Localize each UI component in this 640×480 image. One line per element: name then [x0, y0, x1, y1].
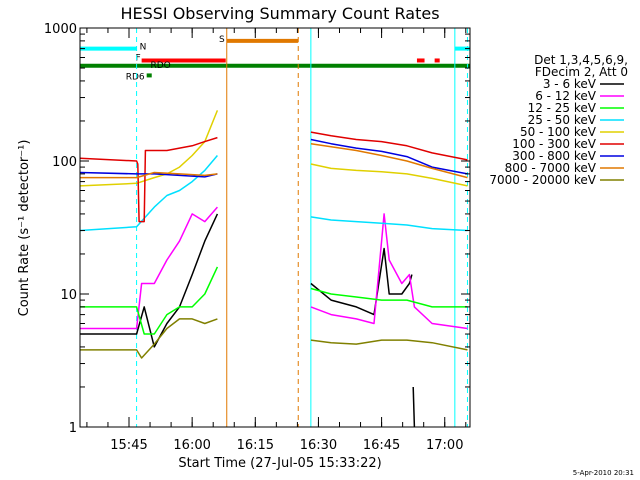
- date-stamp: 5-Apr-2010 20:31: [573, 469, 634, 477]
- state-bars: NF S RD6 RDO: [80, 35, 470, 82]
- plot-frame: [79, 27, 471, 428]
- series-line: [79, 110, 219, 187]
- x-tick-label: 15:45: [110, 438, 147, 453]
- x-tick-label: 16:30: [300, 438, 337, 453]
- legend-entry-label: 800 - 7000 keV: [505, 161, 597, 175]
- series-line: [310, 339, 468, 351]
- y-tick-label: 1000: [44, 22, 77, 37]
- chart-title: HESSI Observing Summary Count Rates: [120, 4, 439, 23]
- x-axis-label: Start Time (27-Jul-05 15:33:22): [178, 456, 381, 471]
- legend-entry-label: 50 - 100 keV: [520, 125, 597, 139]
- y-tick-label: 100: [52, 155, 77, 170]
- state-label-rd6: RD6: [126, 72, 145, 82]
- series-line: [80, 206, 218, 330]
- legend-entry-label: 300 - 800 keV: [512, 149, 596, 163]
- series-800-7000kev: [80, 142, 468, 179]
- series-50-100kev: [79, 110, 468, 187]
- x-tick-label: 16:00: [173, 438, 210, 453]
- x-tick-label: 16:45: [363, 438, 400, 453]
- legend-entry-label: 3 - 6 keV: [543, 77, 597, 91]
- series-line: [80, 171, 218, 179]
- series-line: [79, 155, 218, 232]
- series-25-50kev: [79, 155, 468, 232]
- series-line: [310, 163, 468, 187]
- x-axis: 15:45 16:00 16:15 16:30 16:45 17:00: [86, 28, 467, 453]
- y-axis-label: Count Rate (s⁻¹ detector⁻¹): [17, 140, 32, 317]
- series-line: [310, 131, 468, 161]
- state-label-f: F: [135, 53, 140, 63]
- legend-entry-label: 7000 - 20000 keV: [489, 173, 596, 187]
- legend-entry-label: 100 - 300 keV: [512, 137, 596, 151]
- series-line: [310, 216, 468, 232]
- series-line: [310, 213, 468, 330]
- state-label-rdo: RDO: [150, 61, 170, 71]
- data-series: [79, 110, 468, 428]
- series-line: [80, 266, 219, 335]
- x-tick-label: 17:00: [426, 438, 463, 453]
- series-line: [310, 287, 468, 308]
- series-line: [80, 213, 219, 348]
- legend: Det 1,3,4,5,6,9,FDecim 2, Att 03 - 6 keV…: [489, 53, 628, 187]
- series-12-25kev: [80, 266, 468, 335]
- series-300-800kev: [79, 138, 468, 178]
- state-label-n: N: [140, 43, 147, 53]
- series-line: [79, 136, 218, 223]
- x-tick-label: 16:15: [237, 438, 274, 453]
- legend-entry-label: 12 - 25 keV: [528, 101, 597, 115]
- boundary-lines: [79, 28, 468, 427]
- y-axis: 1 10 100 1000: [44, 22, 470, 436]
- y-tick-label: 1: [69, 421, 77, 436]
- legend-header: Det 1,3,4,5,6,9,: [534, 53, 628, 67]
- series-line: [310, 138, 468, 175]
- y-tick-label: 10: [60, 288, 77, 303]
- series-line: [310, 247, 413, 316]
- series-100-300kev: [79, 131, 468, 223]
- series-line: [80, 318, 218, 359]
- legend-entry-label: 25 - 50 keV: [528, 113, 597, 127]
- series-7000-20000kev: [80, 318, 468, 359]
- legend-entry-label: 6 - 12 keV: [535, 89, 597, 103]
- series-line: [310, 142, 468, 179]
- legend-header: FDecim 2, Att 0: [535, 65, 628, 79]
- state-label-s: S: [219, 35, 225, 45]
- series-3-6kev: [80, 213, 416, 428]
- series-line: [79, 171, 218, 178]
- series-line: [412, 386, 416, 428]
